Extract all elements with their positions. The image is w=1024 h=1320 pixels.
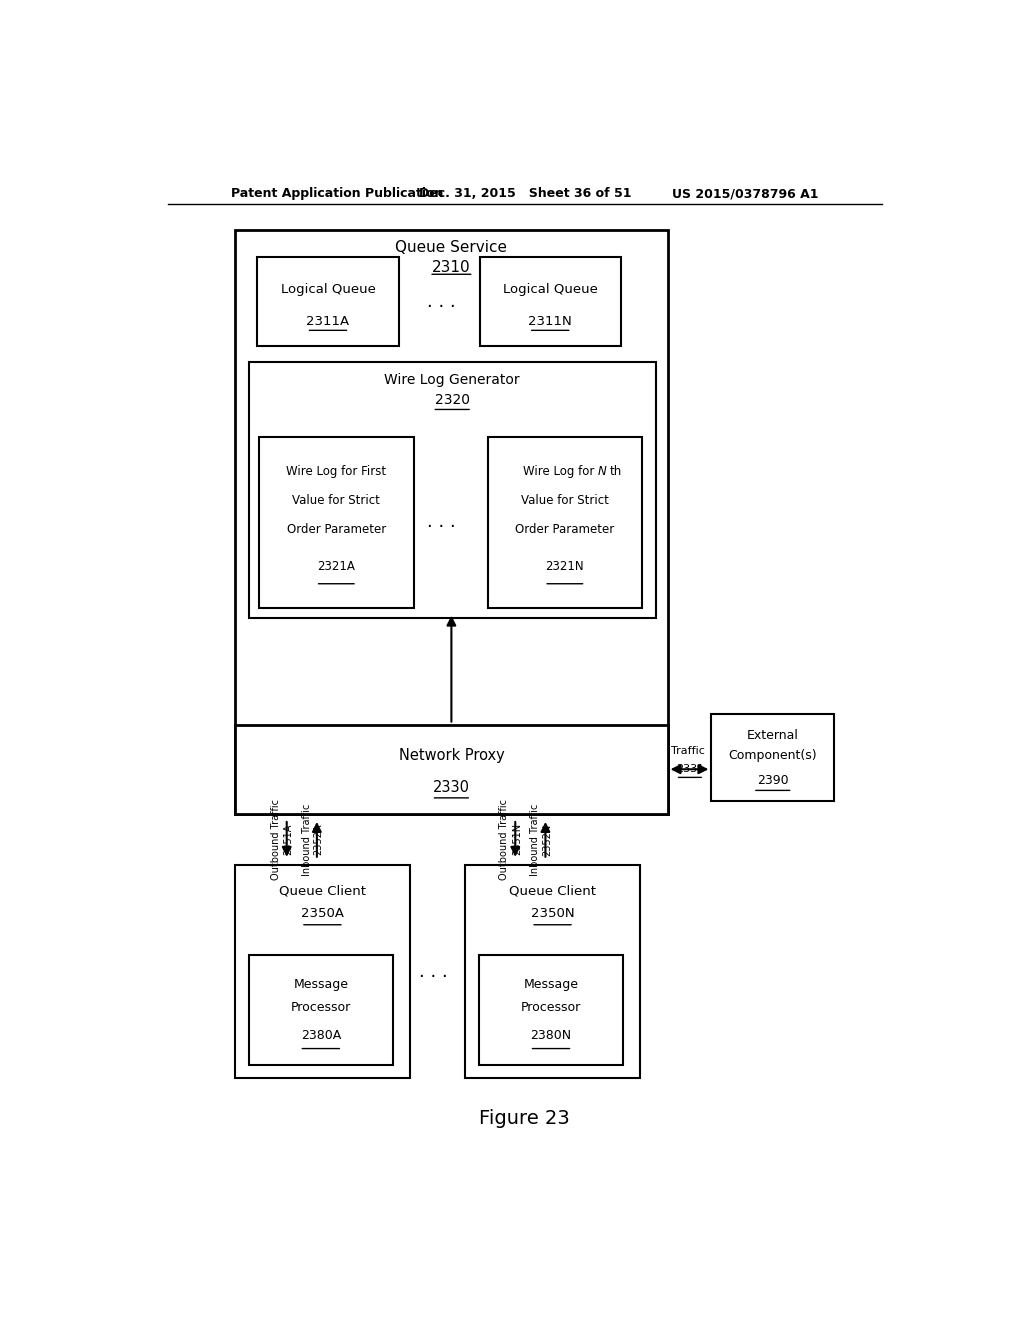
Text: 2352A: 2352A [313,824,324,855]
FancyBboxPatch shape [712,714,835,801]
Text: . . .: . . . [427,293,456,310]
FancyBboxPatch shape [236,865,410,1078]
Text: Logical Queue: Logical Queue [503,282,598,296]
FancyBboxPatch shape [249,956,393,1065]
Text: Processor: Processor [521,1002,581,1015]
FancyBboxPatch shape [236,230,668,814]
Text: Processor: Processor [291,1002,351,1015]
Text: 2320: 2320 [434,393,470,408]
Text: 2331: 2331 [676,764,703,775]
Text: 2330: 2330 [433,780,470,795]
Text: Message: Message [293,978,348,991]
Text: Value for Strict: Value for Strict [293,494,380,507]
Text: 2380A: 2380A [301,1028,341,1041]
Text: Component(s): Component(s) [728,750,817,763]
Text: Wire Log Generator: Wire Log Generator [384,374,520,387]
Text: Queue Client: Queue Client [509,884,596,898]
Text: th: th [610,465,623,478]
FancyBboxPatch shape [257,257,398,346]
Text: . . .: . . . [427,513,456,531]
Text: 2350N: 2350N [530,907,574,920]
Text: Inbound Traffic: Inbound Traffic [301,803,311,875]
Text: Dec. 31, 2015   Sheet 36 of 51: Dec. 31, 2015 Sheet 36 of 51 [419,187,631,201]
Text: Patent Application Publication: Patent Application Publication [231,187,443,201]
Text: 2351N: 2351N [512,824,522,855]
Text: Outbound Traffic: Outbound Traffic [270,799,281,880]
Text: 2310: 2310 [432,260,471,275]
Text: Queue Service: Queue Service [395,240,508,255]
Text: Message: Message [523,978,579,991]
FancyBboxPatch shape [479,257,621,346]
Text: External: External [746,729,799,742]
Text: Outbound Traffic: Outbound Traffic [499,799,509,880]
Text: Inbound Traffic: Inbound Traffic [530,803,540,875]
Text: Figure 23: Figure 23 [479,1109,570,1129]
Text: 2321A: 2321A [317,560,355,573]
Text: 2351A: 2351A [284,824,293,855]
Text: 2390: 2390 [757,774,788,787]
Text: N: N [598,465,606,478]
Text: Wire Log for: Wire Log for [523,465,598,478]
Text: Wire Log for First: Wire Log for First [287,465,386,478]
Text: Traffic: Traffic [671,746,709,756]
Text: 2311N: 2311N [528,315,572,327]
Text: Queue Client: Queue Client [279,884,366,898]
FancyBboxPatch shape [487,437,642,607]
Text: US 2015/0378796 A1: US 2015/0378796 A1 [672,187,818,201]
Text: Order Parameter: Order Parameter [515,523,614,536]
FancyBboxPatch shape [236,725,668,814]
Text: 2380N: 2380N [530,1028,571,1041]
Text: Logical Queue: Logical Queue [281,282,376,296]
FancyBboxPatch shape [465,865,640,1078]
Text: Value for Strict: Value for Strict [521,494,609,507]
Text: 2321N: 2321N [546,560,584,573]
FancyBboxPatch shape [249,362,655,618]
Text: Order Parameter: Order Parameter [287,523,386,536]
Text: Network Proxy: Network Proxy [398,748,504,763]
Text: 2350A: 2350A [301,907,344,920]
Text: 2311A: 2311A [306,315,349,327]
FancyBboxPatch shape [259,437,414,607]
Text: 2352N: 2352N [542,824,552,855]
FancyBboxPatch shape [479,956,624,1065]
Text: . . .: . . . [419,962,447,981]
